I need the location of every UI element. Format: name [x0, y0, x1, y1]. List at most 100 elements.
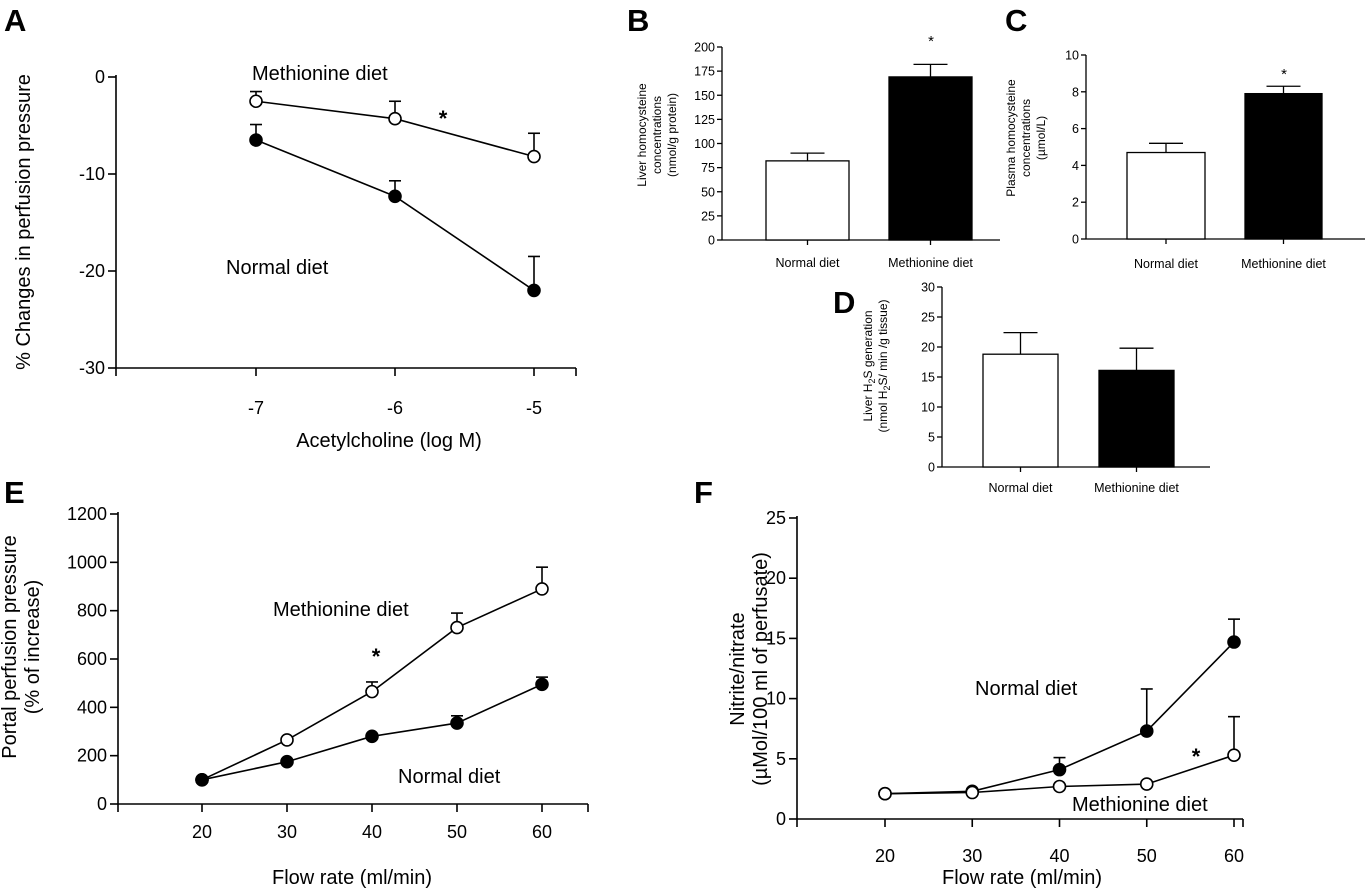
category-label-B: Methionine diet [888, 256, 973, 270]
data-point-F [1227, 748, 1241, 762]
category-label-D: Normal diet [989, 481, 1053, 495]
bar-B [765, 160, 850, 241]
chart-E: E 0 200 400 600 800 1000 1200 20 30 40 50 60 Flow rat… [0, 475, 589, 889]
data-point-E [280, 733, 294, 747]
y-tick-label-C: 2 [1072, 196, 1079, 210]
category-label-C: Methionine diet [1241, 257, 1326, 271]
significance-star-C: * [1281, 66, 1287, 83]
y-tick-label-A: -20 [79, 261, 105, 281]
data-point-E [195, 773, 209, 787]
y-tick-label-F: 20 [766, 568, 786, 588]
series-label-E: Normal diet [398, 766, 501, 788]
chart-C: C 0 2 4 6 8 10 Normal diet Methionine diet Plasma… [1004, 3, 1365, 271]
x-axis-label-A: Acetylcholine (log M) [296, 430, 482, 452]
data-point-F [1227, 635, 1241, 649]
chart-F: F 0 5 10 15 20 25 20 30 40 50 60 Flow rate (ml/min) N… [694, 475, 1244, 889]
y-tick-label-B: 50 [701, 185, 715, 199]
panel-letter-C: C [1005, 3, 1027, 38]
x-tick-label-F: 40 [1049, 846, 1069, 866]
y-tick-label-C: 10 [1065, 49, 1079, 63]
data-point-F [1052, 779, 1067, 794]
data-point-E [365, 684, 379, 699]
y-axis-label-E: Portal perfusion pressure [0, 535, 21, 758]
y-axis-label-A: % Changes in perfusion pressure [13, 74, 35, 370]
data-point-A [249, 94, 263, 109]
series-label-F: Methionine diet [1072, 794, 1208, 816]
bar-D [982, 353, 1059, 468]
series-label-A: Normal diet [226, 257, 329, 279]
panel-letter-D: D [833, 285, 855, 320]
y-tick-label-A: -10 [79, 164, 105, 184]
data-point-F [878, 786, 892, 801]
y-tick-label-C: 0 [1072, 233, 1079, 247]
y-tick-label-B: 200 [694, 41, 715, 55]
y-axis-label-F: Nitrite/nitrate [727, 612, 749, 725]
x-tick-label-E: 60 [532, 822, 552, 842]
significance-star-E: * [372, 644, 381, 669]
panel-letter-A: A [4, 3, 26, 38]
y-tick-label-E: 0 [97, 794, 107, 814]
y-axis-label-B: (nmol/g protein) [665, 93, 679, 177]
data-point-A [527, 283, 541, 298]
y-tick-label-E: 800 [77, 601, 107, 621]
x-tick-label-F: 30 [962, 846, 982, 866]
bar-D [1098, 369, 1175, 468]
y-tick-label-D: 25 [921, 311, 935, 325]
y-tick-label-D: 15 [921, 371, 935, 385]
x-tick-label-A: -7 [248, 398, 264, 418]
data-point-A [388, 111, 402, 126]
y-tick-label-A: -30 [79, 358, 105, 378]
y-tick-label-D: 20 [921, 341, 935, 355]
significance-star-F: * [1192, 744, 1201, 769]
y-tick-label-E: 1200 [67, 504, 107, 524]
panel-letter-B: B [627, 3, 649, 38]
data-point-E [535, 677, 549, 692]
chart-A: A 0 -10 -20 -30 -7 -6 -5 Acetylcholine (log M) % … [4, 3, 577, 452]
y-tick-label-F: 25 [766, 508, 786, 528]
series-label-A: Methionine diet [252, 63, 388, 85]
series-label-F: Normal diet [975, 678, 1078, 700]
x-tick-label-E: 20 [192, 822, 212, 842]
significance-star-A: * [439, 106, 448, 131]
panel-letter-E: E [4, 475, 25, 510]
x-tick-label-E: 40 [362, 822, 382, 842]
bar-C [1126, 151, 1206, 240]
y-tick-label-D: 0 [928, 461, 935, 475]
x-tick-label-A: -6 [387, 398, 403, 418]
data-point-A [388, 189, 402, 204]
category-label-D: Methionine diet [1094, 481, 1179, 495]
data-point-E [450, 716, 464, 730]
x-tick-label-A: -5 [526, 398, 542, 418]
y-tick-label-D: 10 [921, 401, 935, 415]
y-axis-label-B: Liver homocysteine [635, 83, 649, 187]
data-point-E [280, 754, 294, 769]
y-tick-label-D: 30 [921, 281, 935, 295]
y-tick-label-B: 175 [694, 65, 715, 79]
y-tick-label-F: 15 [766, 628, 786, 648]
panel-letter-F: F [694, 475, 713, 510]
y-tick-label-E: 400 [77, 697, 107, 717]
bar-B [888, 76, 973, 241]
x-tick-label-F: 20 [875, 846, 895, 866]
series-label-E: Methionine diet [273, 599, 409, 621]
x-tick-label-F: 50 [1137, 846, 1157, 866]
data-point-E [365, 729, 379, 744]
y-tick-label-F: 10 [766, 689, 786, 709]
data-point-F [1139, 724, 1154, 738]
bar-C [1244, 92, 1323, 240]
y-tick-label-C: 6 [1072, 122, 1079, 136]
y-axis-label-C: (µmol/L) [1034, 116, 1048, 160]
y-tick-label-B: 125 [694, 113, 715, 127]
x-axis-label-F: Flow rate (ml/min) [942, 867, 1102, 889]
y-tick-label-B: 25 [701, 209, 715, 223]
chart-B: B 0 25 50 75 100 125 150 175 200 Normal diet Methio… [627, 3, 1000, 270]
significance-star-B: * [928, 33, 934, 50]
y-axis-label-E: (% of increase) [22, 580, 44, 715]
y-axis-label-B: concentrations [650, 96, 664, 174]
data-point-A [527, 149, 541, 164]
x-tick-label-F: 60 [1224, 846, 1244, 866]
data-point-F [1052, 762, 1067, 777]
x-tick-label-E: 50 [447, 822, 467, 842]
y-tick-label-C: 4 [1072, 159, 1079, 173]
